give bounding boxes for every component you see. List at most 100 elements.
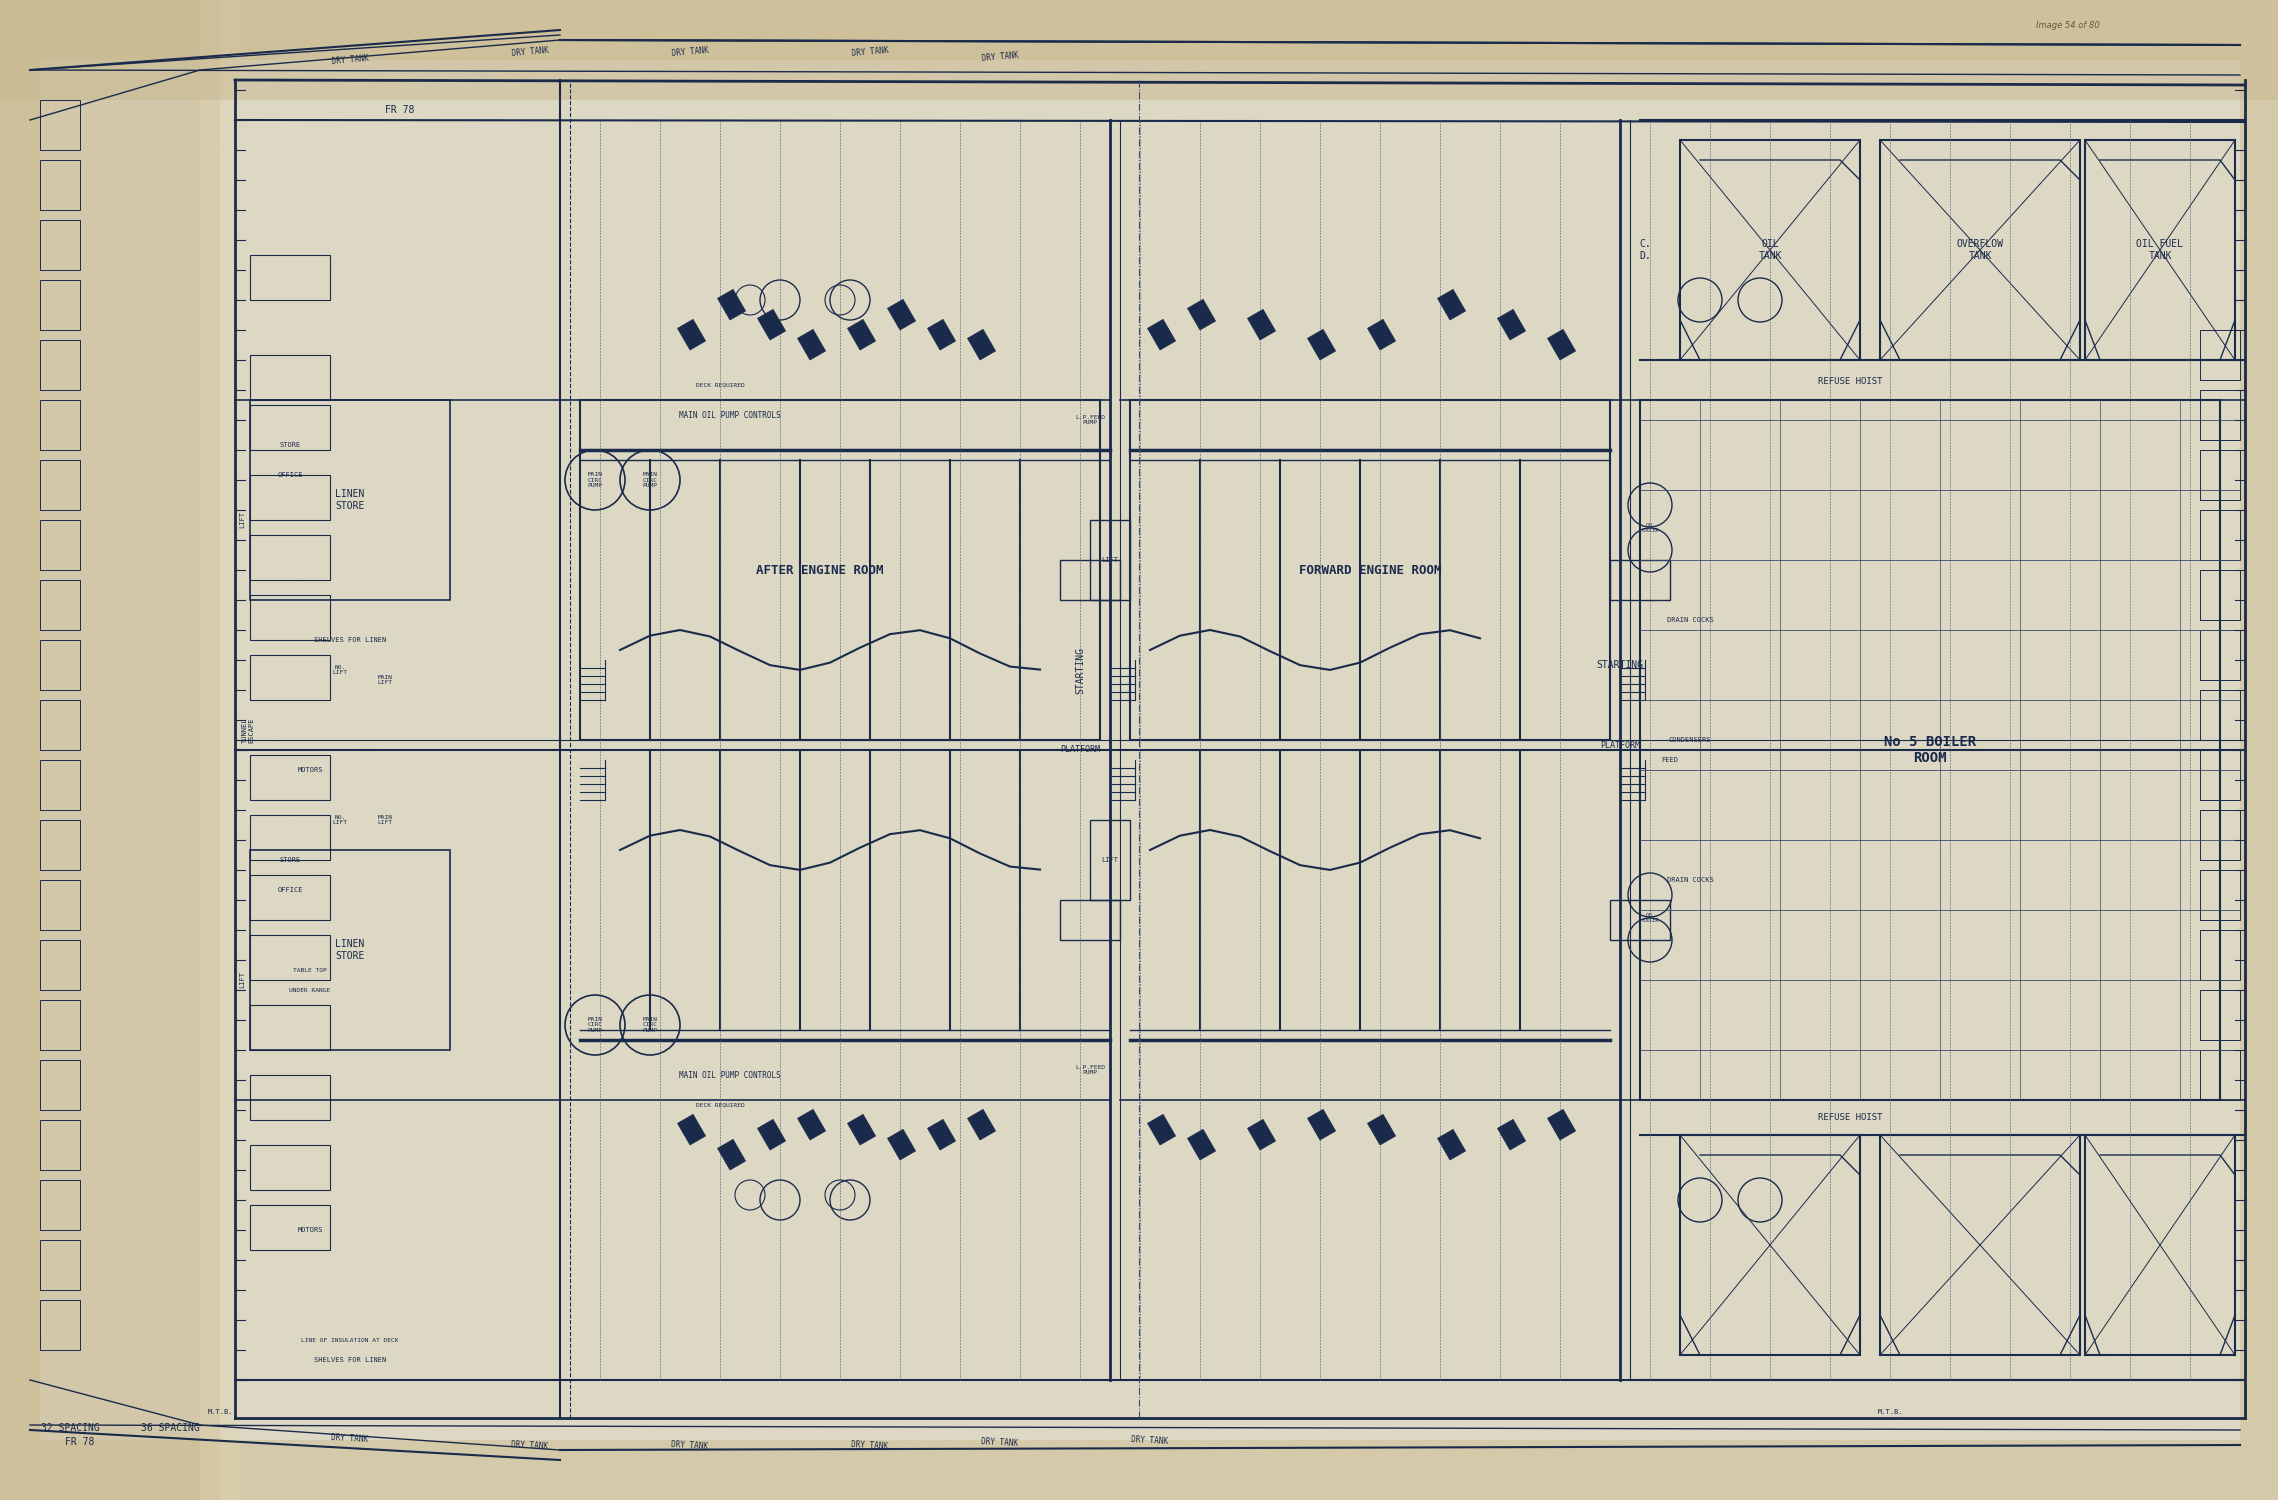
Text: L.P.FEED
PUMP: L.P.FEED PUMP (1075, 414, 1105, 426)
Text: DRAIN COCKS: DRAIN COCKS (1667, 616, 1713, 622)
Bar (41, 160, 80, 210)
Bar (2201, 990, 2239, 1039)
Text: STORE: STORE (280, 442, 301, 448)
Bar (41, 1000, 80, 1050)
Text: FEED: FEED (1661, 758, 1679, 764)
Bar (2201, 810, 2239, 859)
Bar (1367, 1114, 1396, 1144)
Text: DRY TANK: DRY TANK (672, 46, 708, 58)
Bar (1248, 309, 1276, 340)
Bar (1148, 1114, 1175, 1144)
Text: SHELVES FOR LINEN: SHELVES FOR LINEN (314, 638, 387, 644)
Bar (41, 760, 80, 810)
Text: LINEN
STORE: LINEN STORE (335, 489, 364, 512)
Bar (888, 300, 916, 330)
Text: MOTORS: MOTORS (296, 766, 323, 772)
Bar (2201, 390, 2239, 439)
Bar (1879, 140, 2080, 360)
Bar (2201, 570, 2239, 620)
Text: STORE: STORE (280, 856, 301, 862)
Text: MOTORS: MOTORS (296, 1227, 323, 1233)
Bar (2201, 450, 2239, 500)
Bar (1089, 821, 1130, 900)
Bar (1679, 1136, 1861, 1354)
Bar (2084, 140, 2235, 360)
Text: PLATFORM: PLATFORM (1599, 741, 1640, 750)
Text: DRY TANK: DRY TANK (330, 1432, 369, 1443)
Bar (1187, 300, 1216, 330)
Text: DRY TANK: DRY TANK (330, 54, 369, 66)
Text: LIFT: LIFT (239, 512, 246, 528)
Bar (41, 580, 80, 630)
Text: LIFT: LIFT (1103, 856, 1118, 862)
Text: MAIN
CIRC
PUMP: MAIN CIRC PUMP (642, 1017, 658, 1034)
Bar (251, 400, 451, 600)
Bar (251, 850, 451, 1050)
Bar (2201, 1050, 2239, 1100)
Bar (41, 821, 80, 870)
Text: DRAIN COCKS: DRAIN COCKS (1667, 878, 1713, 884)
Text: DRY TANK: DRY TANK (1132, 1434, 1169, 1446)
Text: MAIN
CIRC
PUMP: MAIN CIRC PUMP (642, 471, 658, 489)
Bar (968, 1110, 995, 1140)
Text: M.T.B.: M.T.B. (207, 1408, 232, 1414)
Text: OIL
TANK: OIL TANK (1759, 238, 1781, 261)
Text: PLATFORM: PLATFORM (1059, 746, 1100, 754)
Bar (1497, 309, 1526, 340)
Text: TABLE TOP: TABLE TOP (294, 968, 326, 972)
Bar (41, 1240, 80, 1290)
Bar (1611, 900, 1670, 940)
Bar (677, 1114, 706, 1144)
Text: UNDER RANGE: UNDER RANGE (289, 987, 330, 993)
Bar (41, 700, 80, 750)
Bar (1547, 330, 1576, 360)
Bar (927, 320, 954, 350)
Bar (2084, 1136, 2235, 1354)
Bar (251, 934, 330, 980)
Text: DRY TANK: DRY TANK (672, 1440, 708, 1450)
Bar (2201, 330, 2239, 380)
Text: FR 78: FR 78 (66, 1437, 96, 1448)
Bar (41, 100, 80, 150)
Bar (41, 400, 80, 450)
Bar (251, 596, 330, 640)
Bar (1089, 520, 1130, 600)
Text: 36 SPACING: 36 SPACING (141, 1424, 200, 1432)
Bar (1308, 1110, 1335, 1140)
Bar (2201, 510, 2239, 560)
Bar (41, 520, 80, 570)
Text: DRY TANK: DRY TANK (510, 1440, 549, 1450)
Text: M.T.B.: M.T.B. (1877, 1408, 1902, 1414)
Text: DECK REQUIRED: DECK REQUIRED (695, 382, 745, 387)
Bar (251, 656, 330, 700)
Bar (251, 536, 330, 580)
Bar (927, 1119, 954, 1150)
Bar (2201, 750, 2239, 800)
Text: OVERFLOW
TANK: OVERFLOW TANK (1957, 238, 2002, 261)
Text: No 5 BOILER
ROOM: No 5 BOILER ROOM (1884, 735, 1975, 765)
Text: STARTING: STARTING (1597, 660, 1642, 670)
Text: LIFT: LIFT (239, 972, 246, 988)
Text: DECK REQUIRED: DECK REQUIRED (695, 1102, 745, 1107)
Bar (1547, 1110, 1576, 1140)
Bar (41, 1180, 80, 1230)
Bar (677, 320, 706, 350)
Bar (2201, 690, 2239, 740)
Bar (41, 1300, 80, 1350)
Text: MAIN OIL PUMP CONTROLS: MAIN OIL PUMP CONTROLS (679, 411, 781, 420)
Bar (718, 1140, 745, 1170)
Bar (1497, 1119, 1526, 1150)
Text: AFTER ENGINE ROOM: AFTER ENGINE ROOM (756, 564, 884, 576)
Bar (41, 280, 80, 330)
Bar (1367, 320, 1396, 350)
Text: OIL
COOLER: OIL COOLER (1642, 522, 1658, 534)
Bar (2201, 930, 2239, 980)
Text: LINEN
STORE: LINEN STORE (335, 939, 364, 962)
Bar (847, 1114, 875, 1144)
Bar (251, 255, 330, 300)
Text: MAIN
LIFT: MAIN LIFT (378, 675, 392, 686)
Bar (759, 309, 786, 340)
Bar (1679, 140, 1861, 360)
Text: DRY TANK: DRY TANK (982, 1437, 1018, 1448)
Bar (251, 1204, 330, 1249)
